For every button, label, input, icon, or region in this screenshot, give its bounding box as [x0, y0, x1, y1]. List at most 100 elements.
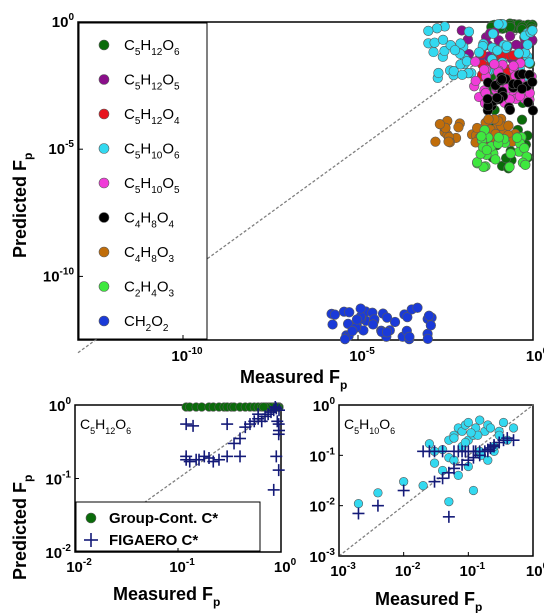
- legend-label-C5H10O6: C5H10O6: [124, 141, 180, 162]
- main-chart: C5H12O6C5H12O5C5H12O4C5H10O6C5H10O5C4H8O…: [10, 12, 544, 392]
- left-point-plus: [221, 418, 234, 431]
- formula-part: O: [379, 416, 390, 432]
- data-point-C5H10O5: [508, 60, 519, 71]
- legend-marker-circle: [85, 512, 97, 524]
- tick-base: 10: [45, 472, 62, 489]
- one-to-one-line: [338, 404, 534, 557]
- formula-part: C: [124, 175, 135, 192]
- data-point-CH2O2: [355, 303, 366, 314]
- formula-part: H: [140, 106, 151, 123]
- tick-base: 10: [526, 563, 543, 580]
- tick-base: 10: [169, 559, 186, 576]
- data-point-C4H8O4: [504, 104, 516, 116]
- data-point-C5H10O6: [428, 46, 439, 58]
- data-point-C5H10O6: [431, 23, 443, 34]
- formula-part: H: [95, 416, 105, 432]
- legend-label-C5H12O5: C5H12O5: [124, 72, 180, 93]
- right-point-circle: [429, 458, 440, 468]
- data-point-CH2O2: [389, 316, 401, 328]
- legend-marker-C2H4O3: [98, 281, 110, 292]
- one-to-one-line: [77, 21, 534, 354]
- formula-part: O: [157, 244, 169, 261]
- data-point-CH2O2: [402, 312, 413, 323]
- tick-exponent: 0: [68, 12, 74, 23]
- x-tick-label: 100: [526, 561, 544, 580]
- formula-part: H: [140, 72, 151, 89]
- formula-part: H: [140, 175, 151, 192]
- formula-part: 4: [174, 116, 180, 127]
- left-point-plus: [228, 437, 241, 450]
- formula-part: 2: [135, 289, 141, 300]
- formula-part: 10: [151, 185, 163, 196]
- formula-part: C: [124, 210, 135, 227]
- left-point-plus: [180, 418, 193, 431]
- legend-marker-C5H10O6: [98, 143, 110, 154]
- legend-label-C5H12O4: C5H12O4: [124, 106, 180, 127]
- legend-marker-C5H12O5: [98, 74, 110, 85]
- left-point-plus: [267, 483, 280, 496]
- right-point-plus: [488, 439, 501, 452]
- data-point-C5H10O6: [455, 38, 466, 49]
- left-y-axis-label: Predicted Fp: [10, 475, 35, 580]
- right-point-plus: [473, 449, 486, 462]
- data-point-CH2O2: [351, 314, 363, 325]
- tick-exponent: -2: [83, 557, 92, 568]
- right-point-circle: [468, 485, 479, 496]
- y-tick-label: 10-3: [309, 547, 335, 566]
- tick-base: 10: [309, 448, 326, 465]
- data-point-C5H10O6: [493, 19, 504, 30]
- data-point-C5H10O6: [433, 67, 444, 79]
- left-point-plus: [193, 453, 206, 466]
- tick-base: 10: [274, 559, 291, 576]
- tick-base: 10: [309, 549, 326, 566]
- tick-base: 10: [43, 268, 60, 285]
- left-point-plus: [269, 401, 282, 413]
- right-point-plus: [428, 475, 441, 488]
- data-point-CH2O2: [339, 334, 351, 345]
- formula-part: C: [80, 416, 90, 432]
- right-point-plus: [467, 451, 480, 464]
- right-inset-title: C5H10O6: [344, 416, 395, 436]
- data-point-C5H10O6: [457, 69, 468, 80]
- tick-exponent: -2: [412, 561, 421, 572]
- left-legend: Group-Cont. C* FIGAERO C*: [75, 501, 261, 552]
- data-point-C2H4O3: [504, 161, 515, 173]
- data-point-C4H8O3: [443, 136, 454, 147]
- formula-part: 2: [163, 323, 169, 334]
- data-point-C4H8O3: [434, 119, 445, 130]
- legend-label-C4H8O4: C4H8O4: [124, 210, 174, 231]
- legend-marker-C5H10O5: [98, 177, 110, 189]
- data-point-C5H10O6: [429, 37, 440, 48]
- left-data-points: [180, 401, 285, 496]
- data-point-C5H10O6: [501, 40, 512, 52]
- formula-part: H: [140, 141, 151, 158]
- data-point-C5H10O6: [437, 34, 449, 45]
- data-point-C4H8O4: [516, 83, 528, 94]
- y-tick-label: 100: [52, 12, 75, 31]
- right-point-circle: [418, 481, 428, 491]
- data-point-C5H12O5: [511, 39, 522, 50]
- tick-base: 10: [45, 545, 62, 562]
- data-point-CH2O2: [344, 307, 355, 318]
- left-point-plus: [221, 450, 234, 463]
- y-tick-label: 100: [313, 396, 336, 415]
- right-point-plus: [507, 434, 520, 447]
- formula-part: 6: [126, 426, 131, 436]
- right-data-points: [352, 415, 520, 523]
- tick-exponent: -1: [326, 446, 335, 457]
- tick-exponent: -2: [326, 497, 335, 508]
- x-tick-label: 10-5: [349, 346, 375, 365]
- formula-part: 8: [151, 220, 157, 231]
- right-point-circle: [498, 417, 509, 428]
- formula-part: 6: [390, 426, 395, 436]
- data-point-C2H4O3: [476, 131, 487, 142]
- formula-part: 12: [105, 426, 115, 436]
- tick-exponent: 0: [543, 346, 544, 357]
- data-point-C5H10O5: [489, 59, 500, 70]
- right-point-circle: [449, 433, 459, 443]
- data-point-C4H8O3: [430, 136, 441, 147]
- main-x-axis-label: Measured Fp: [240, 367, 347, 392]
- y-tick-label: 10-10: [43, 266, 75, 285]
- tick-base: 10: [309, 499, 326, 516]
